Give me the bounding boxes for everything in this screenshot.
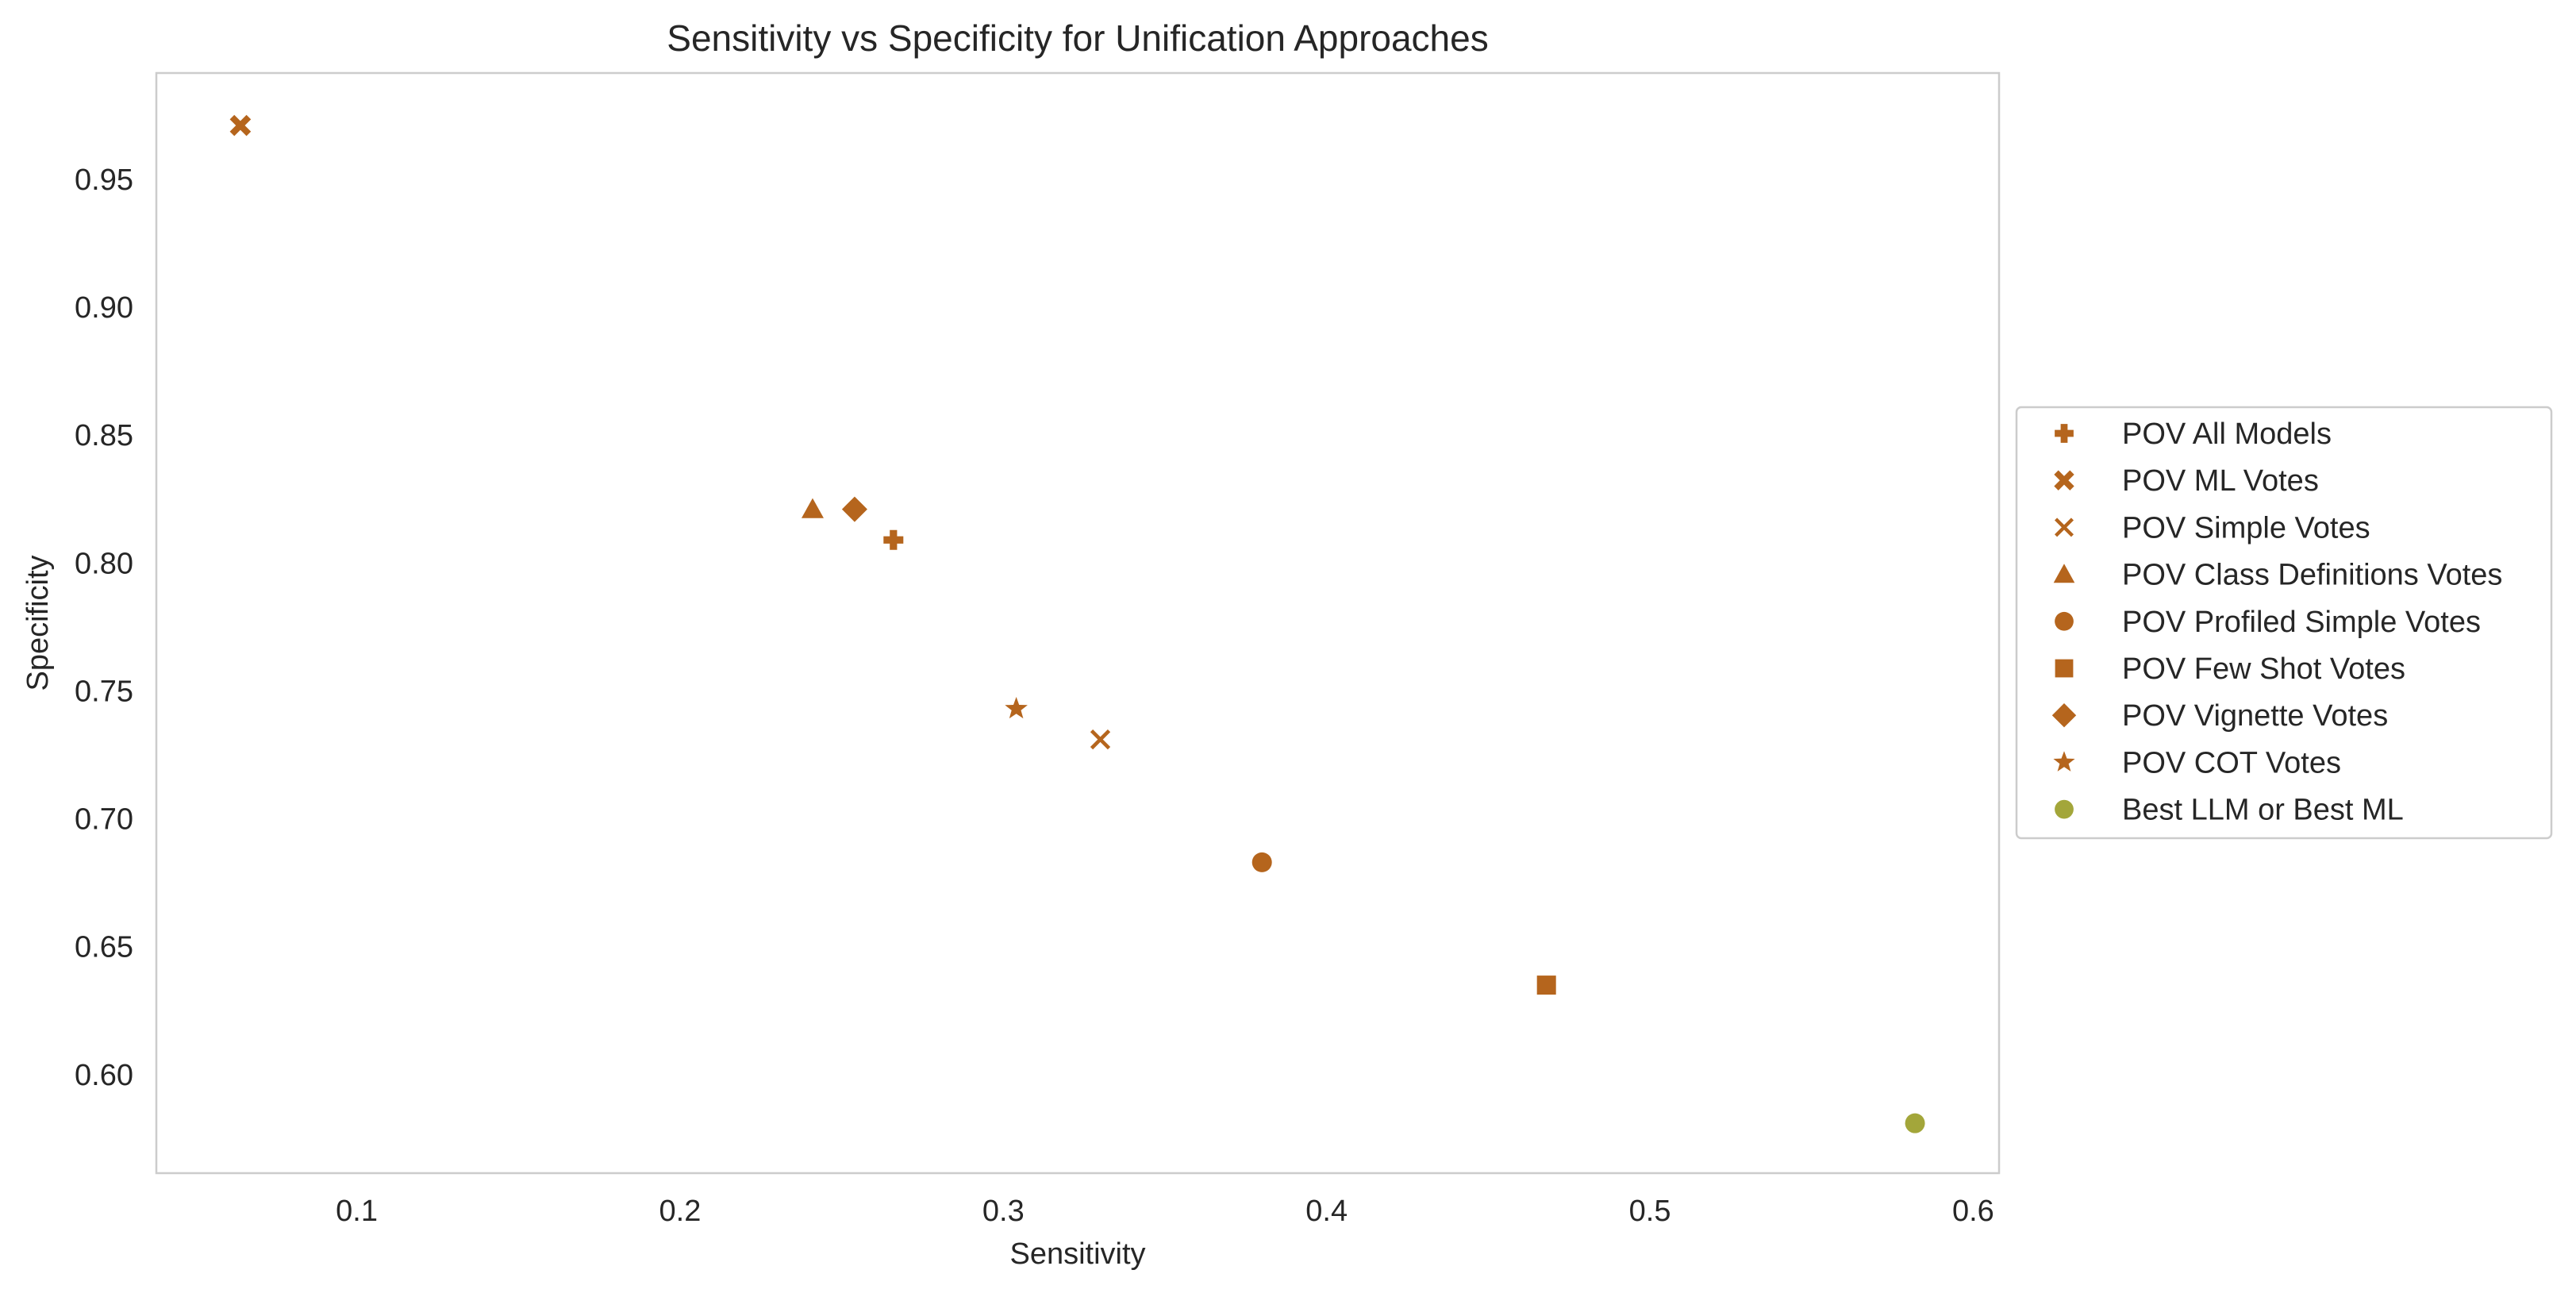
y-axis-label: Specificity bbox=[21, 555, 55, 691]
legend-item-pov-vignette-votes: POV Vignette Votes bbox=[2051, 699, 2388, 733]
legend-item-best-llm-or-best-ml: Best LLM or Best ML bbox=[2055, 794, 2404, 827]
x-axis-label: Sensitivity bbox=[1009, 1237, 1145, 1271]
y-axis-ticks: 0.60 0.65 0.70 0.75 0.80 0.85 0.90 0.95 bbox=[75, 164, 133, 1092]
legend-label: POV Profiled Simple Votes bbox=[2122, 606, 2481, 639]
data-point-pov-profiled-simple-votes bbox=[1251, 852, 1272, 872]
plot-area-frame bbox=[155, 71, 2001, 1175]
x-tick-label: 0.4 bbox=[1305, 1195, 1348, 1228]
legend-item-pov-profiled-simple-votes: POV Profiled Simple Votes bbox=[2055, 606, 2481, 639]
x-tick-label: 0.6 bbox=[1952, 1195, 1994, 1228]
legend-marker-pov-class-definitions-votes bbox=[2053, 564, 2075, 583]
legend-marker-pov-vignette-votes bbox=[2051, 703, 2077, 728]
x-tick-label: 0.2 bbox=[659, 1195, 702, 1228]
data-point-pov-vignette-votes bbox=[841, 496, 867, 522]
legend-marker-pov-ml-votes bbox=[2054, 470, 2074, 491]
legend-item-pov-class-definitions-votes: POV Class Definitions Votes bbox=[2053, 559, 2502, 592]
legend-marker-pov-few-shot-votes bbox=[2055, 659, 2074, 678]
legend-item-pov-all-models: POV All Models bbox=[2055, 418, 2332, 451]
legend-label: POV Vignette Votes bbox=[2122, 699, 2388, 733]
y-tick-label: 0.90 bbox=[75, 291, 133, 325]
legend-item-pov-cot-votes: POV COT Votes bbox=[2053, 746, 2341, 779]
y-tick-label: 0.80 bbox=[75, 547, 133, 580]
x-axis-ticks: 0.1 0.2 0.3 0.4 0.5 0.6 bbox=[336, 1195, 1994, 1228]
data-point-pov-cot-votes bbox=[1005, 697, 1028, 719]
legend-marker-pov-simple-votes bbox=[2055, 518, 2074, 537]
legend-item-pov-ml-votes: POV ML Votes bbox=[2054, 464, 2319, 498]
data-point-pov-simple-votes bbox=[1090, 729, 1111, 750]
data-point-pov-few-shot-votes bbox=[1536, 976, 1556, 995]
data-point-best-llm-or-best-ml bbox=[1905, 1113, 1925, 1133]
data-point-pov-ml-votes bbox=[229, 114, 252, 137]
legend-frame bbox=[2015, 406, 2553, 840]
y-tick-label: 0.95 bbox=[75, 164, 133, 197]
legend-marker-best-llm-or-best-ml bbox=[2055, 799, 2074, 819]
legend-item-pov-few-shot-votes: POV Few Shot Votes bbox=[2055, 652, 2405, 686]
legend-label: POV ML Votes bbox=[2122, 464, 2319, 498]
x-tick-label: 0.5 bbox=[1629, 1195, 1671, 1228]
legend-label: POV Class Definitions Votes bbox=[2122, 559, 2502, 592]
y-tick-label: 0.60 bbox=[75, 1059, 133, 1092]
chart-title: Sensitivity vs Specificity for Unificati… bbox=[667, 17, 1488, 59]
y-tick-label: 0.85 bbox=[75, 419, 133, 452]
legend-label: POV COT Votes bbox=[2122, 746, 2341, 779]
data-points bbox=[229, 114, 1925, 1133]
legend-marker-pov-cot-votes bbox=[2053, 751, 2075, 772]
legend-item-pov-simple-votes: POV Simple Votes bbox=[2055, 511, 2370, 545]
y-tick-label: 0.70 bbox=[75, 803, 133, 837]
legend-marker-pov-profiled-simple-votes bbox=[2055, 611, 2074, 631]
y-tick-label: 0.65 bbox=[75, 931, 133, 964]
legend: POV All Models POV ML Votes POV Simple Vot… bbox=[2015, 406, 2553, 840]
x-tick-label: 0.1 bbox=[336, 1195, 378, 1228]
legend-label: POV Few Shot Votes bbox=[2122, 652, 2405, 686]
y-tick-label: 0.75 bbox=[75, 675, 133, 708]
data-point-pov-all-models bbox=[883, 529, 904, 550]
legend-label: POV Simple Votes bbox=[2122, 511, 2370, 545]
legend-label: Best LLM or Best ML bbox=[2122, 794, 2404, 827]
legend-label: POV All Models bbox=[2122, 418, 2332, 451]
data-point-pov-class-definitions-votes bbox=[801, 498, 824, 518]
x-tick-label: 0.3 bbox=[982, 1195, 1025, 1228]
legend-marker-pov-all-models bbox=[2055, 424, 2074, 443]
